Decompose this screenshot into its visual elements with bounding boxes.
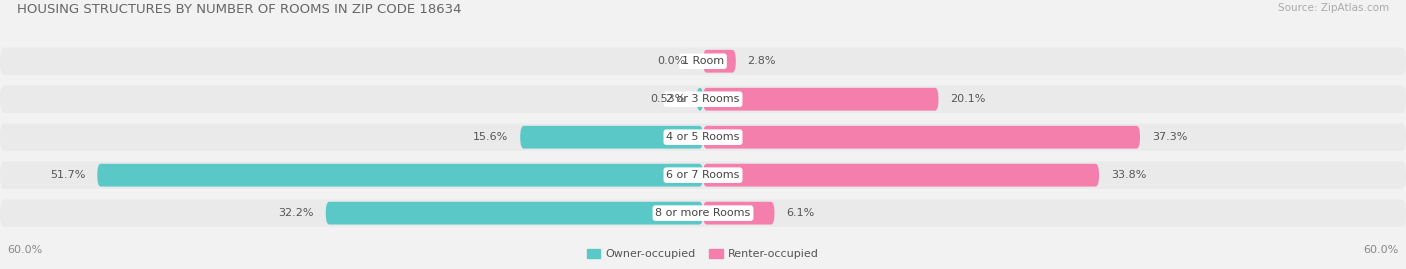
FancyBboxPatch shape xyxy=(0,161,1406,189)
FancyBboxPatch shape xyxy=(97,164,703,187)
Text: 6.1%: 6.1% xyxy=(786,208,814,218)
FancyBboxPatch shape xyxy=(703,50,735,73)
FancyBboxPatch shape xyxy=(0,48,1406,75)
Text: 33.8%: 33.8% xyxy=(1111,170,1146,180)
FancyBboxPatch shape xyxy=(0,123,1406,151)
FancyBboxPatch shape xyxy=(697,88,703,111)
Text: 20.1%: 20.1% xyxy=(950,94,986,104)
Text: 60.0%: 60.0% xyxy=(7,245,42,255)
Text: 4 or 5 Rooms: 4 or 5 Rooms xyxy=(666,132,740,142)
Text: 60.0%: 60.0% xyxy=(1364,245,1399,255)
Legend: Owner-occupied, Renter-occupied: Owner-occupied, Renter-occupied xyxy=(582,244,824,263)
Text: 0.53%: 0.53% xyxy=(650,94,685,104)
Text: Source: ZipAtlas.com: Source: ZipAtlas.com xyxy=(1278,3,1389,13)
FancyBboxPatch shape xyxy=(520,126,703,148)
FancyBboxPatch shape xyxy=(703,126,1140,148)
Text: 2.8%: 2.8% xyxy=(748,56,776,66)
FancyBboxPatch shape xyxy=(326,202,703,225)
Text: 51.7%: 51.7% xyxy=(51,170,86,180)
Text: 15.6%: 15.6% xyxy=(474,132,509,142)
Text: 37.3%: 37.3% xyxy=(1152,132,1187,142)
Text: 0.0%: 0.0% xyxy=(657,56,686,66)
FancyBboxPatch shape xyxy=(703,88,939,111)
FancyBboxPatch shape xyxy=(703,164,1099,187)
Text: 32.2%: 32.2% xyxy=(278,208,314,218)
FancyBboxPatch shape xyxy=(703,202,775,225)
Text: HOUSING STRUCTURES BY NUMBER OF ROOMS IN ZIP CODE 18634: HOUSING STRUCTURES BY NUMBER OF ROOMS IN… xyxy=(17,3,461,16)
FancyBboxPatch shape xyxy=(0,200,1406,227)
Text: 1 Room: 1 Room xyxy=(682,56,724,66)
FancyBboxPatch shape xyxy=(0,86,1406,113)
Text: 8 or more Rooms: 8 or more Rooms xyxy=(655,208,751,218)
Text: 2 or 3 Rooms: 2 or 3 Rooms xyxy=(666,94,740,104)
Text: 6 or 7 Rooms: 6 or 7 Rooms xyxy=(666,170,740,180)
